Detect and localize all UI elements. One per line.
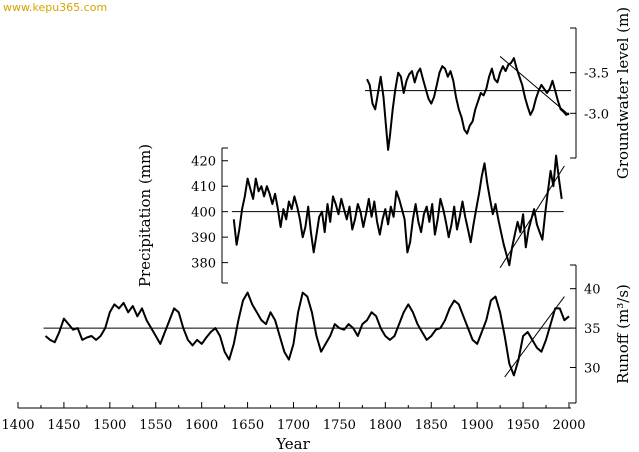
precipitation-y-tick-label: 380: [191, 257, 216, 272]
precipitation-y-axis-title: Precipitation (mm): [136, 144, 154, 287]
x-tick-label: 1900: [461, 418, 494, 433]
groundwater-panel: -3.0 -3.5 Groundwater level (m): [364, 7, 632, 179]
x-tick-label: 1850: [415, 418, 448, 433]
runoff-panel: 30 35 40 Runoff (m³/s): [43, 264, 632, 404]
precipitation-y-tick-label: 410: [191, 180, 216, 195]
precipitation-y-tick-label: 420: [191, 155, 216, 170]
x-tick-label: 1750: [323, 418, 356, 433]
groundwater-trend-line: [499, 56, 570, 116]
watermark: www.kepu365.com: [3, 1, 107, 14]
groundwater-series-line: [366, 57, 570, 151]
x-tick-label: 1400: [1, 418, 34, 433]
runoff-y-tick-label: 30: [584, 362, 601, 377]
x-tick-label: 1950: [507, 418, 540, 433]
panels: -3.0 -3.5 Groundwater level (m) 380 390 400 41…: [43, 7, 632, 404]
precipitation-panel: 380 390 400 410 420 Precipitation (mm): [136, 144, 565, 287]
runoff-y-axis-title: Runoff (m³/s): [614, 284, 632, 384]
precipitation-y-tick-label: 400: [191, 206, 216, 221]
x-tick-label: 2000: [552, 418, 585, 433]
runoff-y-tick-label: 40: [584, 283, 601, 298]
x-tick-label: 1500: [93, 418, 126, 433]
x-axis: 1400 1450 1500 1550 1600 1650 1700 1750 1800 1850…: [1, 402, 586, 452]
groundwater-y-tick-label: -3.5: [584, 67, 609, 82]
x-tick-label: 1550: [139, 418, 172, 433]
precipitation-trend-line: [499, 165, 565, 268]
runoff-trend-line: [504, 296, 565, 378]
x-tick-label: 1450: [47, 418, 80, 433]
groundwater-y-axis-title: Groundwater level (m): [614, 7, 632, 179]
runoff-series-line: [44, 291, 570, 377]
groundwater-y-tick-label: -3.0: [584, 107, 609, 122]
runoff-y-tick-label: 35: [584, 322, 601, 337]
x-tick-label: 1650: [231, 418, 264, 433]
x-tick-label: 1700: [277, 418, 310, 433]
x-axis-title: Year: [275, 435, 310, 452]
x-tick-label: 1800: [369, 418, 402, 433]
x-tick-label: 1600: [185, 418, 218, 433]
precipitation-y-tick-label: 390: [191, 231, 216, 246]
